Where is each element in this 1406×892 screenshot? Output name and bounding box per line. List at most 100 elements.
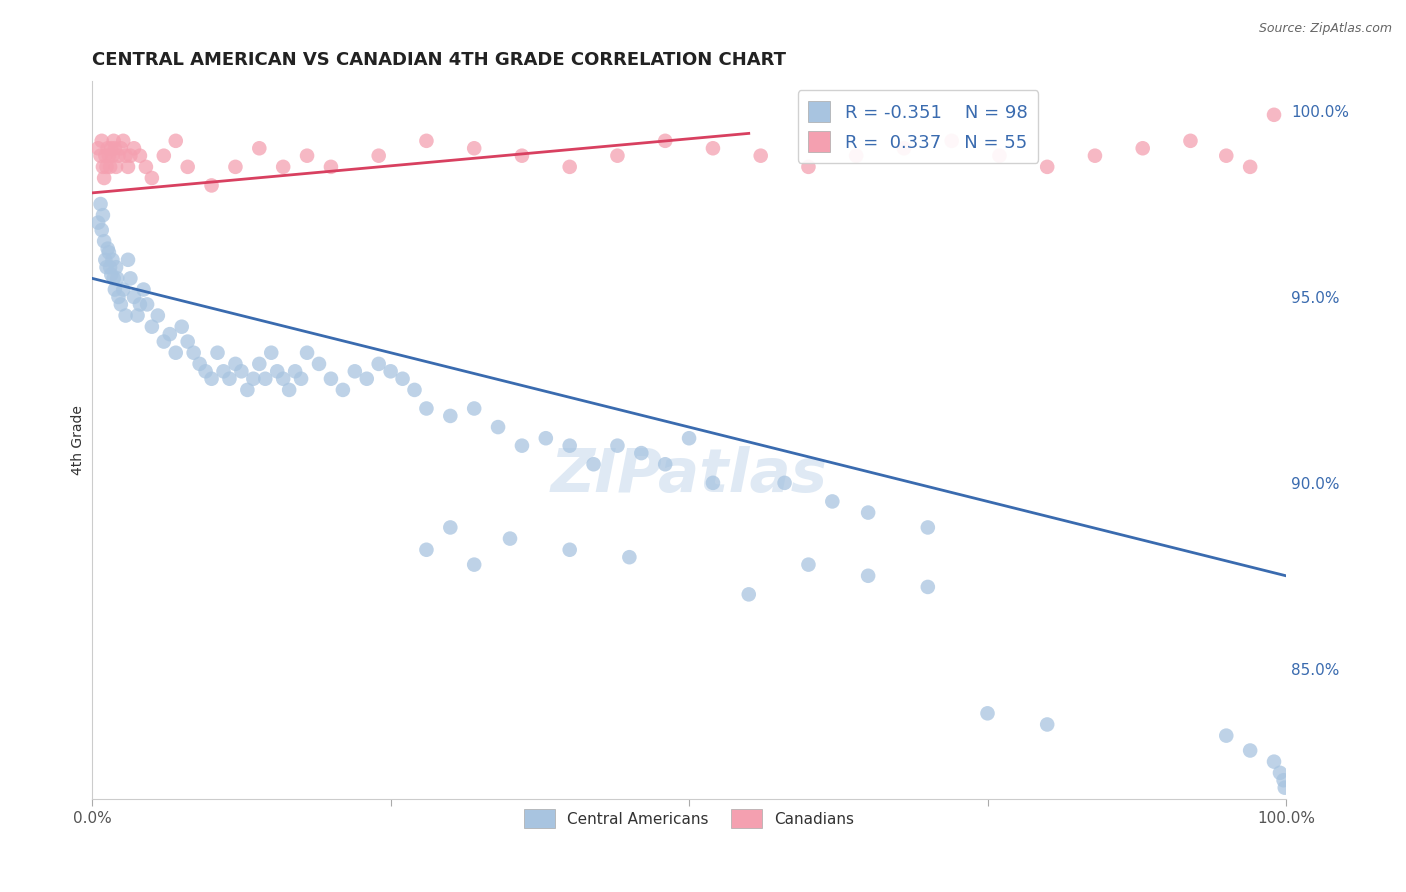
Point <box>1180 134 1202 148</box>
Point <box>1274 780 1296 795</box>
Point <box>224 357 246 371</box>
Point <box>97 245 120 260</box>
Point <box>114 309 136 323</box>
Point <box>107 290 129 304</box>
Point <box>247 141 270 155</box>
Point <box>146 309 169 323</box>
Point <box>117 252 139 267</box>
Text: CENTRAL AMERICAN VS CANADIAN 4TH GRADE CORRELATION CHART: CENTRAL AMERICAN VS CANADIAN 4TH GRADE C… <box>93 51 786 69</box>
Point <box>218 372 240 386</box>
Point <box>654 457 676 471</box>
Point <box>122 290 145 304</box>
Point <box>367 149 389 163</box>
Point <box>153 334 176 349</box>
Point <box>439 409 461 423</box>
Point <box>1268 765 1291 780</box>
Point <box>91 208 114 222</box>
Point <box>738 587 761 601</box>
Point <box>114 149 136 163</box>
Point <box>702 475 724 490</box>
Point <box>120 149 142 163</box>
Point <box>415 401 437 416</box>
Point <box>112 134 135 148</box>
Point <box>988 149 1011 163</box>
Point <box>558 542 581 557</box>
Point <box>558 160 581 174</box>
Point <box>159 327 181 342</box>
Point <box>100 268 122 282</box>
Point <box>135 160 157 174</box>
Point <box>103 271 125 285</box>
Point <box>153 149 176 163</box>
Point <box>104 283 127 297</box>
Point <box>1084 149 1107 163</box>
Point <box>380 364 402 378</box>
Point <box>415 542 437 557</box>
Point <box>127 309 149 323</box>
Point <box>606 439 628 453</box>
Point <box>97 242 120 256</box>
Text: Source: ZipAtlas.com: Source: ZipAtlas.com <box>1258 22 1392 36</box>
Point <box>90 197 112 211</box>
Point <box>797 558 820 572</box>
Point <box>236 383 259 397</box>
Point <box>678 431 700 445</box>
Point <box>105 271 128 285</box>
Point <box>582 457 605 471</box>
Point <box>1132 141 1154 155</box>
Text: ZIPatlas: ZIPatlas <box>551 447 828 506</box>
Point <box>463 401 485 416</box>
Point <box>212 364 235 378</box>
Point <box>415 134 437 148</box>
Point <box>367 357 389 371</box>
Point <box>104 141 127 155</box>
Point <box>1239 743 1261 757</box>
Point <box>98 160 121 174</box>
Point <box>463 558 485 572</box>
Point <box>1263 108 1285 122</box>
Point <box>120 271 142 285</box>
Point <box>97 149 120 163</box>
Point <box>749 149 772 163</box>
Point <box>332 383 354 397</box>
Point <box>391 372 413 386</box>
Point <box>290 372 312 386</box>
Point <box>141 171 163 186</box>
Point <box>773 475 796 490</box>
Point <box>1215 149 1237 163</box>
Point <box>96 260 118 275</box>
Point <box>510 149 533 163</box>
Point <box>132 283 155 297</box>
Point <box>110 141 132 155</box>
Point <box>856 568 879 582</box>
Point <box>231 364 253 378</box>
Point <box>278 383 301 397</box>
Y-axis label: 4th Grade: 4th Grade <box>72 405 86 475</box>
Point <box>1263 755 1285 769</box>
Point <box>170 319 193 334</box>
Point <box>94 252 117 267</box>
Point <box>97 141 120 155</box>
Point <box>1272 773 1295 788</box>
Point <box>941 134 963 148</box>
Legend: Central Americans, Canadians: Central Americans, Canadians <box>517 804 860 834</box>
Point <box>308 357 330 371</box>
Point <box>630 446 652 460</box>
Point <box>100 141 122 155</box>
Point <box>176 160 198 174</box>
Point <box>917 580 939 594</box>
Point <box>558 439 581 453</box>
Point <box>101 252 124 267</box>
Point <box>105 260 128 275</box>
Point <box>136 297 159 311</box>
Point <box>105 160 128 174</box>
Point <box>90 223 112 237</box>
Point <box>207 345 229 359</box>
Point <box>200 178 222 193</box>
Point <box>271 372 294 386</box>
Point <box>510 439 533 453</box>
Point <box>893 141 915 155</box>
Point <box>821 494 844 508</box>
Point <box>176 334 198 349</box>
Point <box>976 706 998 721</box>
